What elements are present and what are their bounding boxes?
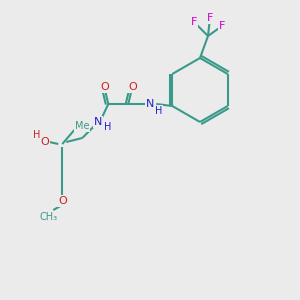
Text: O: O <box>58 196 67 206</box>
Text: H: H <box>33 130 40 140</box>
Text: F: F <box>191 17 197 27</box>
Text: CH₃: CH₃ <box>39 212 57 222</box>
Text: H: H <box>154 106 162 116</box>
Text: N: N <box>146 99 154 109</box>
Text: F: F <box>207 13 213 23</box>
Text: N: N <box>94 117 103 127</box>
Text: F: F <box>219 21 225 31</box>
Text: Me: Me <box>75 121 89 131</box>
Text: O: O <box>128 82 137 92</box>
Text: O: O <box>40 137 49 147</box>
Text: O: O <box>100 82 109 92</box>
Text: H: H <box>103 122 111 132</box>
